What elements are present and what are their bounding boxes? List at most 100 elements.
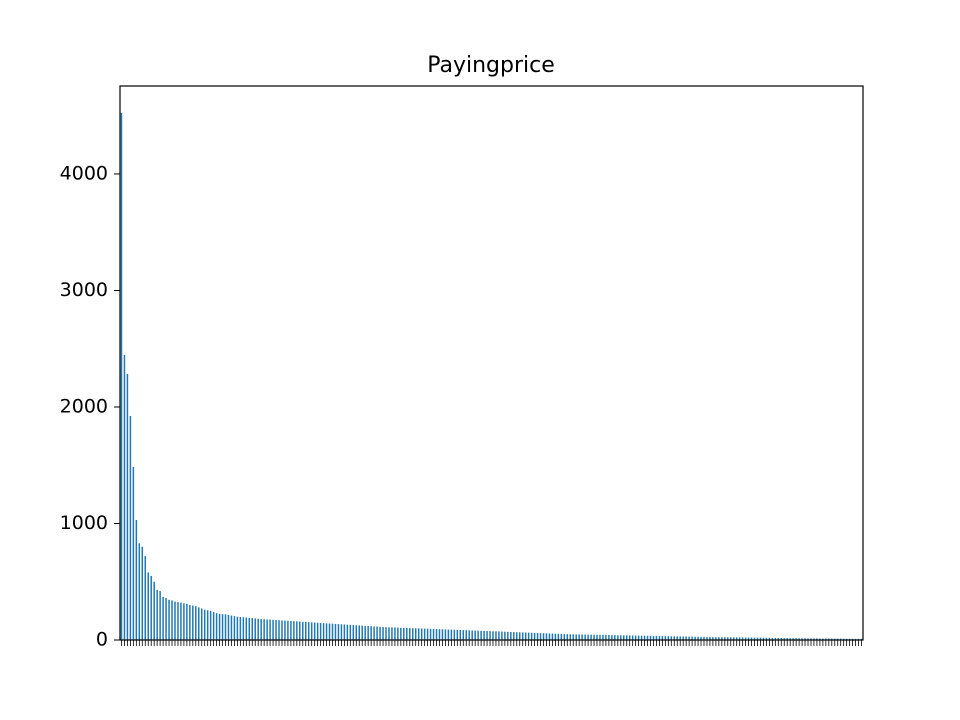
bar xyxy=(759,637,762,640)
chart-title: Payingprice xyxy=(427,53,555,78)
bar xyxy=(741,637,744,640)
bar xyxy=(569,634,572,640)
bar xyxy=(762,637,765,640)
bar xyxy=(325,623,328,640)
bar xyxy=(593,634,595,640)
bar xyxy=(218,613,221,640)
bar xyxy=(423,628,426,640)
bar xyxy=(334,623,337,640)
bar xyxy=(813,638,815,640)
bar xyxy=(596,634,598,640)
bar xyxy=(516,632,518,640)
bar xyxy=(198,607,200,640)
bar xyxy=(631,635,634,640)
bar xyxy=(637,635,640,640)
bar xyxy=(834,638,836,640)
bar xyxy=(156,589,158,640)
bar xyxy=(432,628,435,640)
bar xyxy=(337,624,340,640)
bar xyxy=(652,635,655,640)
bar xyxy=(459,629,462,640)
bar xyxy=(477,630,479,640)
y-tick-label: 3000 xyxy=(60,279,108,301)
bar xyxy=(667,636,670,640)
bar xyxy=(792,638,794,640)
bar xyxy=(310,622,313,640)
bar xyxy=(658,636,661,640)
bar xyxy=(400,627,402,640)
bar xyxy=(685,636,687,640)
bar xyxy=(634,635,637,640)
bar xyxy=(518,632,521,640)
bar xyxy=(753,637,756,640)
bar xyxy=(732,637,735,640)
bar xyxy=(738,637,741,640)
bar xyxy=(224,614,227,640)
bar xyxy=(545,633,548,640)
bar xyxy=(744,637,747,640)
bar xyxy=(599,634,601,640)
bar xyxy=(587,634,589,640)
bar xyxy=(275,620,277,640)
bar xyxy=(777,637,780,640)
bar xyxy=(438,629,441,640)
bar xyxy=(129,415,132,640)
bar xyxy=(391,627,393,640)
bar xyxy=(153,581,155,640)
bar xyxy=(331,623,334,640)
bar xyxy=(721,637,723,640)
bar xyxy=(132,466,135,640)
bar xyxy=(174,601,176,640)
bar xyxy=(293,621,295,640)
bar xyxy=(602,634,604,640)
bar xyxy=(340,624,343,640)
bar xyxy=(673,636,676,640)
bar xyxy=(617,635,619,640)
bar xyxy=(524,632,527,640)
bar xyxy=(786,638,788,640)
bar xyxy=(498,631,500,640)
bar xyxy=(533,632,536,640)
bar xyxy=(447,629,450,640)
bar xyxy=(379,626,381,640)
bar xyxy=(123,355,126,640)
bar xyxy=(614,635,616,640)
bar xyxy=(269,619,271,640)
bar xyxy=(750,637,753,640)
bar xyxy=(287,620,289,640)
bar xyxy=(709,636,711,640)
bar xyxy=(352,625,355,640)
bar xyxy=(221,614,224,640)
bar xyxy=(715,637,717,640)
bar xyxy=(783,638,785,640)
bar xyxy=(230,615,233,640)
bar xyxy=(349,624,352,640)
bar xyxy=(328,623,331,640)
bar xyxy=(623,635,625,640)
bar xyxy=(420,628,423,640)
bar xyxy=(409,628,411,640)
bar xyxy=(495,631,497,640)
bar xyxy=(254,618,256,640)
bar xyxy=(581,634,583,640)
bar xyxy=(836,638,839,640)
bar xyxy=(557,633,560,640)
bar xyxy=(575,634,577,640)
bar xyxy=(186,603,188,640)
bar xyxy=(313,622,316,640)
bar xyxy=(361,625,363,640)
bar xyxy=(700,636,702,640)
bar xyxy=(417,628,420,640)
bar xyxy=(414,628,417,640)
bar xyxy=(138,543,141,640)
bar xyxy=(646,635,649,640)
bar xyxy=(640,635,643,640)
bar xyxy=(780,638,783,640)
bar xyxy=(397,627,399,640)
bar xyxy=(177,602,179,640)
bar xyxy=(406,627,408,640)
bar xyxy=(462,630,465,640)
bar xyxy=(299,621,301,640)
bar xyxy=(150,575,152,640)
